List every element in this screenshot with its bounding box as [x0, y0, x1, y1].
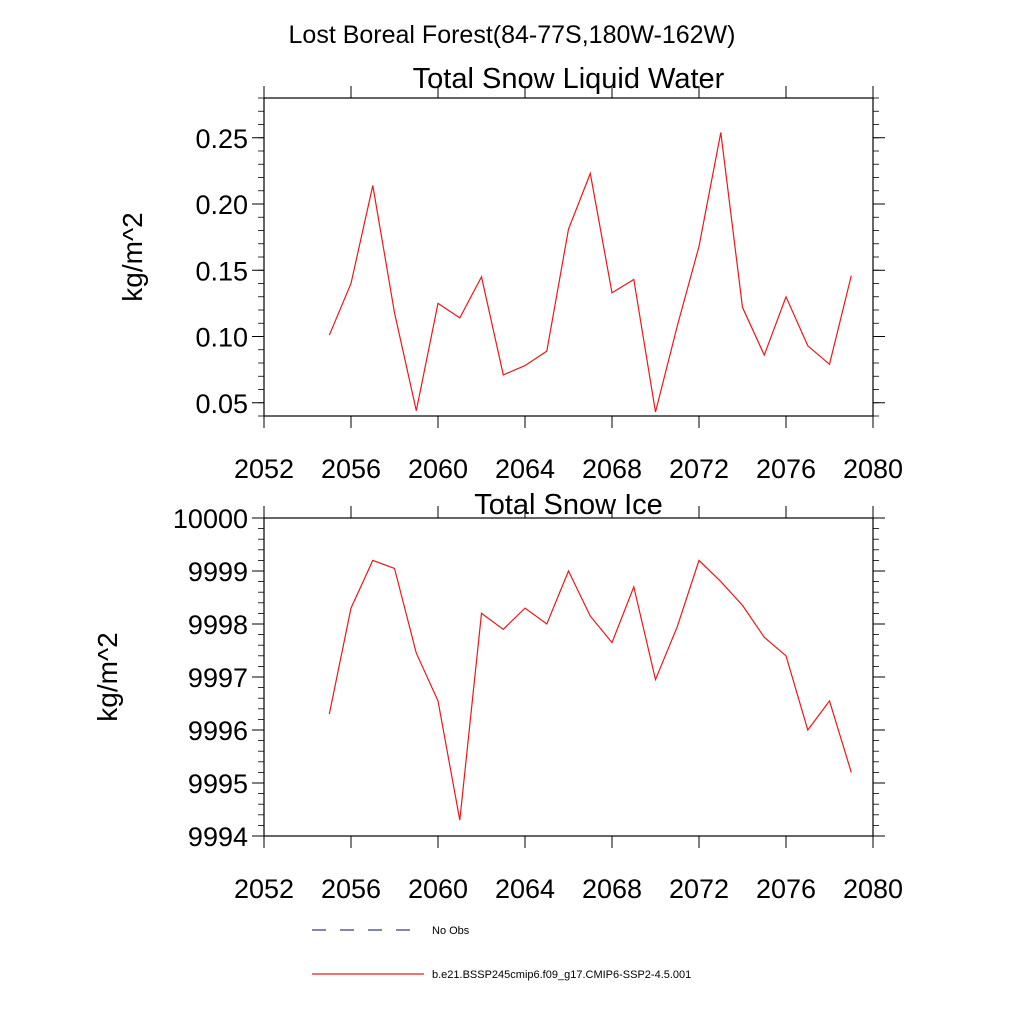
x-tick-label: 2060 — [408, 874, 468, 904]
y-tick-label: 9999 — [188, 557, 248, 587]
y-tick-label: 0.10 — [195, 323, 248, 353]
y-tick-label: 0.25 — [195, 124, 248, 154]
x-tick-label: 2080 — [843, 874, 903, 904]
y-tick-label: 10000 — [173, 504, 248, 534]
chart-snow-ice: Total Snow Ice 2052 2056 2060 2064 2068 2072 20… — [92, 489, 903, 904]
x-tick-label: 2068 — [582, 454, 642, 484]
y-tick-label: 0.20 — [195, 190, 248, 220]
y-tick-label: 9995 — [188, 769, 248, 799]
y-axis-label: kg/m^2 — [92, 632, 123, 721]
x-tick-label: 2076 — [756, 874, 816, 904]
x-tick-label: 2068 — [582, 874, 642, 904]
y-axis-label: kg/m^2 — [117, 212, 148, 301]
chart-title: Total Snow Ice — [474, 489, 663, 521]
x-tick-label: 2072 — [669, 874, 729, 904]
figure-title: Lost Boreal Forest(84-77S,180W-162W) — [289, 21, 736, 49]
x-tick-label: 2056 — [321, 874, 381, 904]
series-line — [328, 559, 852, 821]
legend: No Obs b.e21.BSSP245cmip6.f09_g17.CMIP6-… — [312, 925, 691, 981]
legend-label-no-obs: No Obs — [432, 925, 470, 937]
plot-frame — [263, 517, 874, 837]
y-tick-label: 9994 — [188, 822, 248, 852]
series-line — [328, 132, 852, 413]
x-tick-label: 2052 — [234, 874, 294, 904]
chart-snow-liquid-water: Total Snow Liquid Water 2052 2056 2060 2064 2… — [117, 63, 903, 484]
x-tick-label: 2064 — [495, 874, 555, 904]
y-tick-label: 9996 — [188, 716, 248, 746]
x-tick-label: 2060 — [408, 454, 468, 484]
x-tick-label: 2080 — [843, 454, 903, 484]
x-tick-label: 2052 — [234, 454, 294, 484]
y-tick-label: 9997 — [188, 663, 248, 693]
plot-frame — [263, 97, 874, 417]
x-tick-label: 2076 — [756, 454, 816, 484]
x-tick-label: 2064 — [495, 454, 555, 484]
legend-label-model-run: b.e21.BSSP245cmip6.f09_g17.CMIP6-SSP2-4.… — [432, 969, 691, 981]
chart-title: Total Snow Liquid Water — [413, 63, 725, 95]
y-tick-label: 9998 — [188, 610, 248, 640]
x-tick-label: 2056 — [321, 454, 381, 484]
x-tick-label: 2072 — [669, 454, 729, 484]
y-tick-label: 0.05 — [195, 389, 248, 419]
y-tick-label: 0.15 — [195, 256, 248, 286]
